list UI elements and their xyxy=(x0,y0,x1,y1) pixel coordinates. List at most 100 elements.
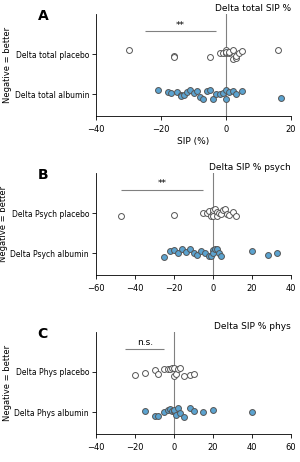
Point xyxy=(224,46,228,53)
Point xyxy=(233,91,238,98)
Point xyxy=(142,370,147,377)
Point xyxy=(218,252,223,259)
Text: Delta SIP % psych: Delta SIP % psych xyxy=(209,163,291,172)
Text: B: B xyxy=(38,168,48,182)
Point xyxy=(276,47,280,54)
Point xyxy=(142,407,147,414)
Point xyxy=(209,213,214,220)
Y-axis label: Negative = better: Negative = better xyxy=(3,27,12,103)
Y-axis label: Negative = better: Negative = better xyxy=(3,345,12,421)
Point xyxy=(172,247,176,254)
Point xyxy=(230,46,235,53)
Point xyxy=(265,251,270,258)
Point xyxy=(275,249,280,257)
Point xyxy=(240,48,245,55)
Point xyxy=(156,370,161,377)
Point xyxy=(212,205,217,213)
Point xyxy=(198,94,203,101)
Point xyxy=(184,88,189,96)
Text: **: ** xyxy=(158,179,167,188)
Point xyxy=(211,207,215,214)
Point xyxy=(172,365,176,372)
Point xyxy=(217,50,222,57)
Point xyxy=(178,91,183,98)
Point xyxy=(173,370,178,377)
Point xyxy=(172,52,176,60)
Point xyxy=(205,210,210,217)
Point xyxy=(217,91,222,98)
Point xyxy=(227,88,232,96)
Point xyxy=(220,49,225,57)
Point xyxy=(165,88,170,96)
Text: C: C xyxy=(38,327,48,340)
Point xyxy=(237,49,242,56)
Point xyxy=(250,408,254,416)
Text: n.s.: n.s. xyxy=(137,339,153,347)
Point xyxy=(207,87,212,94)
Point xyxy=(176,249,180,256)
Point xyxy=(230,87,235,95)
Point xyxy=(133,371,137,378)
Point xyxy=(230,209,235,216)
Point xyxy=(172,407,176,415)
Point xyxy=(168,365,172,372)
Point xyxy=(176,365,180,372)
Point xyxy=(214,213,219,220)
Point xyxy=(152,367,157,374)
Point xyxy=(226,211,231,219)
Point xyxy=(214,91,219,98)
Point xyxy=(201,408,206,416)
Point xyxy=(204,88,209,95)
Point xyxy=(195,251,200,258)
Point xyxy=(207,53,212,61)
Point xyxy=(203,249,208,257)
Point xyxy=(162,253,167,261)
Point xyxy=(156,412,161,419)
Point xyxy=(181,91,186,98)
Point xyxy=(175,89,180,96)
Point xyxy=(224,95,228,102)
Point xyxy=(166,407,171,414)
Point xyxy=(152,413,157,420)
Point xyxy=(240,88,245,95)
Point xyxy=(194,88,199,95)
Point xyxy=(214,245,219,253)
Point xyxy=(217,249,221,256)
Point xyxy=(211,213,215,220)
Point xyxy=(233,52,238,60)
Point xyxy=(126,46,131,54)
Point xyxy=(218,211,223,218)
Point xyxy=(176,405,180,412)
Point xyxy=(224,48,228,55)
Y-axis label: Negative = better: Negative = better xyxy=(0,186,8,262)
Point xyxy=(191,370,196,377)
Point xyxy=(168,405,172,413)
Point xyxy=(201,95,206,103)
Point xyxy=(220,90,225,97)
Point xyxy=(220,206,225,213)
Point xyxy=(191,89,196,96)
Point xyxy=(178,92,183,100)
Point xyxy=(183,248,188,255)
Point xyxy=(211,209,215,216)
Point xyxy=(119,212,124,219)
Point xyxy=(211,249,215,257)
Point xyxy=(181,413,186,420)
Point xyxy=(250,247,254,255)
Point xyxy=(191,249,196,257)
Point xyxy=(224,210,229,218)
Point xyxy=(191,407,196,414)
Text: **: ** xyxy=(176,20,185,30)
Point xyxy=(162,408,167,416)
Point xyxy=(168,89,173,97)
Point xyxy=(211,95,215,103)
Point xyxy=(179,245,184,252)
Point xyxy=(207,207,212,215)
Point xyxy=(279,95,284,102)
Point xyxy=(222,205,227,213)
Point xyxy=(224,87,228,94)
Point xyxy=(211,247,215,254)
Point xyxy=(187,371,192,378)
Point xyxy=(162,365,167,373)
Point xyxy=(227,48,232,55)
